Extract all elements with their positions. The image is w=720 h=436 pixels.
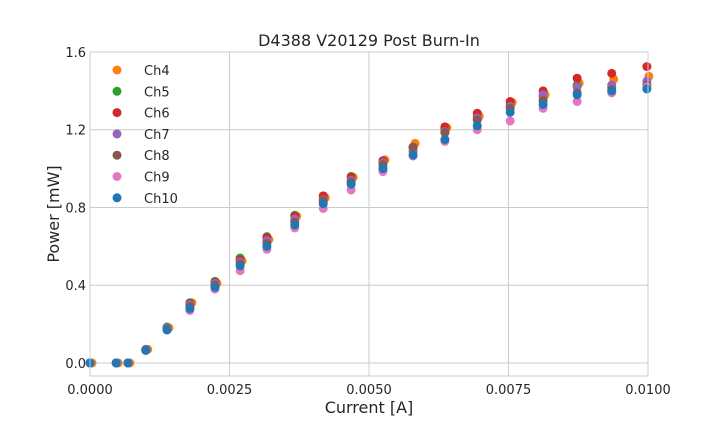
data-point [440, 134, 450, 144]
legend-label: Ch10 [144, 192, 178, 207]
data-point [440, 128, 450, 138]
legend-marker [112, 172, 122, 181]
data-point [538, 99, 548, 109]
data-point [572, 90, 582, 100]
data-point [408, 150, 418, 160]
axes-frame [89, 51, 649, 377]
data-point [642, 62, 652, 72]
data-point [472, 121, 482, 131]
legend-marker [112, 86, 122, 96]
legend-marker [112, 108, 122, 118]
data-point [185, 304, 195, 314]
tick-labels: 0.0000 0.0025 0.0050 0.0075 0.0100 0.0 0.4 0.8 1… [65, 46, 670, 398]
chart-title: D4388 V20129 Post Burn-In [258, 31, 480, 50]
x-axis-label: Current [A] [325, 398, 414, 417]
legend-label: Ch6 [144, 107, 170, 122]
legend-label: Ch9 [144, 171, 170, 186]
data-point [378, 164, 388, 174]
series-ch10 [85, 84, 652, 368]
data-point [408, 142, 418, 152]
y-tick-label: 0.4 [65, 279, 86, 294]
data-point [572, 97, 582, 107]
x-tick-label: 0.0075 [486, 383, 532, 398]
y-tick-label: 0.8 [65, 201, 86, 216]
data-point [572, 73, 582, 83]
y-tick-label: 1.2 [65, 124, 86, 139]
legend-label: Ch8 [144, 149, 170, 164]
data-point [346, 179, 356, 189]
x-tick-label: 0.0000 [67, 383, 113, 398]
data-point [210, 282, 220, 292]
legend-item: Ch7 [112, 128, 170, 143]
x-tick-label: 0.0100 [625, 383, 671, 398]
data-point [141, 345, 151, 355]
data-point [123, 358, 133, 368]
data-points [85, 62, 654, 368]
data-point [505, 107, 515, 117]
legend-item: Ch6 [112, 107, 170, 122]
legend-label: Ch5 [144, 85, 170, 100]
x-tick-label: 0.0025 [207, 383, 253, 398]
data-point [642, 84, 652, 94]
legend-label: Ch4 [144, 64, 170, 79]
data-point [607, 86, 617, 96]
legend-marker [112, 65, 122, 75]
x-tick-label: 0.0050 [346, 383, 392, 398]
data-point [505, 116, 515, 126]
data-point [162, 325, 172, 335]
y-tick-label: 1.6 [65, 46, 86, 61]
data-point [607, 68, 617, 78]
legend-item: Ch8 [112, 149, 170, 164]
data-point [262, 241, 272, 251]
legend-item: Ch5 [112, 85, 170, 100]
data-point [111, 358, 121, 368]
legend-marker [112, 150, 122, 160]
legend: Ch4 Ch5 Ch6 Ch7 Ch8 Ch9 Ch10 [112, 64, 178, 207]
legend-marker [112, 129, 122, 139]
legend-item: Ch10 [112, 192, 178, 207]
data-point [235, 261, 245, 271]
data-point [318, 199, 328, 209]
legend-item: Ch9 [112, 171, 170, 186]
legend-item: Ch4 [112, 64, 170, 79]
y-axis-label: Power [mW] [44, 165, 63, 262]
y-tick-label: 0.0 [65, 357, 86, 372]
legend-marker [112, 193, 122, 203]
data-point [290, 220, 300, 230]
legend-label: Ch7 [144, 128, 170, 143]
